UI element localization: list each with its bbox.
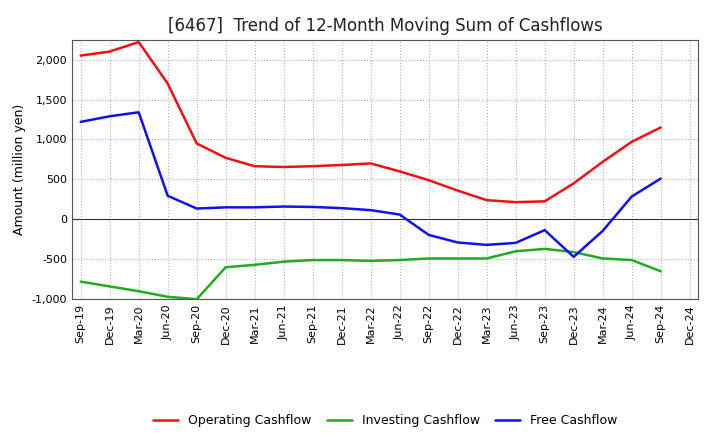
Free Cashflow [657, 176, 665, 181]
Operating Cashflow [395, 169, 404, 174]
Free Cashflow [366, 208, 375, 213]
Operating Cashflow [482, 198, 491, 203]
Operating Cashflow [279, 165, 288, 170]
Operating Cashflow [105, 49, 114, 54]
Operating Cashflow [221, 155, 230, 161]
Investing Cashflow [598, 256, 607, 261]
Operating Cashflow [308, 164, 317, 169]
Investing Cashflow [366, 258, 375, 264]
Investing Cashflow [338, 257, 346, 263]
Line: Operating Cashflow: Operating Cashflow [81, 42, 661, 202]
Investing Cashflow [251, 262, 259, 268]
Investing Cashflow [454, 256, 462, 261]
Free Cashflow [482, 242, 491, 248]
Free Cashflow [251, 205, 259, 210]
Investing Cashflow [308, 257, 317, 263]
Free Cashflow [395, 212, 404, 217]
Y-axis label: Amount (million yen): Amount (million yen) [13, 104, 26, 235]
Free Cashflow [570, 254, 578, 260]
Operating Cashflow [192, 141, 201, 146]
Title: [6467]  Trend of 12-Month Moving Sum of Cashflows: [6467] Trend of 12-Month Moving Sum of C… [168, 17, 603, 35]
Line: Free Cashflow: Free Cashflow [81, 112, 661, 257]
Investing Cashflow [279, 259, 288, 264]
Investing Cashflow [482, 256, 491, 261]
Operating Cashflow [511, 199, 520, 205]
Free Cashflow [308, 204, 317, 209]
Investing Cashflow [192, 297, 201, 302]
Operating Cashflow [338, 162, 346, 168]
Operating Cashflow [366, 161, 375, 166]
Investing Cashflow [105, 284, 114, 289]
Investing Cashflow [135, 289, 143, 294]
Line: Investing Cashflow: Investing Cashflow [81, 249, 661, 299]
Free Cashflow [105, 114, 114, 119]
Free Cashflow [192, 206, 201, 211]
Free Cashflow [338, 205, 346, 211]
Operating Cashflow [76, 53, 85, 58]
Free Cashflow [279, 204, 288, 209]
Investing Cashflow [570, 249, 578, 255]
Operating Cashflow [251, 164, 259, 169]
Legend: Operating Cashflow, Investing Cashflow, Free Cashflow: Operating Cashflow, Investing Cashflow, … [153, 414, 617, 428]
Investing Cashflow [221, 264, 230, 270]
Operating Cashflow [657, 125, 665, 130]
Free Cashflow [541, 227, 549, 233]
Operating Cashflow [454, 188, 462, 193]
Investing Cashflow [657, 268, 665, 274]
Free Cashflow [627, 194, 636, 199]
Operating Cashflow [627, 139, 636, 144]
Investing Cashflow [424, 256, 433, 261]
Free Cashflow [221, 205, 230, 210]
Investing Cashflow [627, 257, 636, 263]
Operating Cashflow [135, 39, 143, 44]
Investing Cashflow [163, 294, 172, 300]
Operating Cashflow [541, 199, 549, 204]
Free Cashflow [163, 193, 172, 198]
Free Cashflow [424, 232, 433, 238]
Free Cashflow [511, 240, 520, 246]
Operating Cashflow [163, 81, 172, 86]
Operating Cashflow [570, 181, 578, 186]
Free Cashflow [454, 240, 462, 245]
Free Cashflow [76, 119, 85, 125]
Investing Cashflow [511, 249, 520, 254]
Investing Cashflow [76, 279, 85, 284]
Operating Cashflow [598, 159, 607, 165]
Free Cashflow [135, 110, 143, 115]
Investing Cashflow [541, 246, 549, 252]
Free Cashflow [598, 228, 607, 234]
Operating Cashflow [424, 178, 433, 183]
Investing Cashflow [395, 257, 404, 263]
